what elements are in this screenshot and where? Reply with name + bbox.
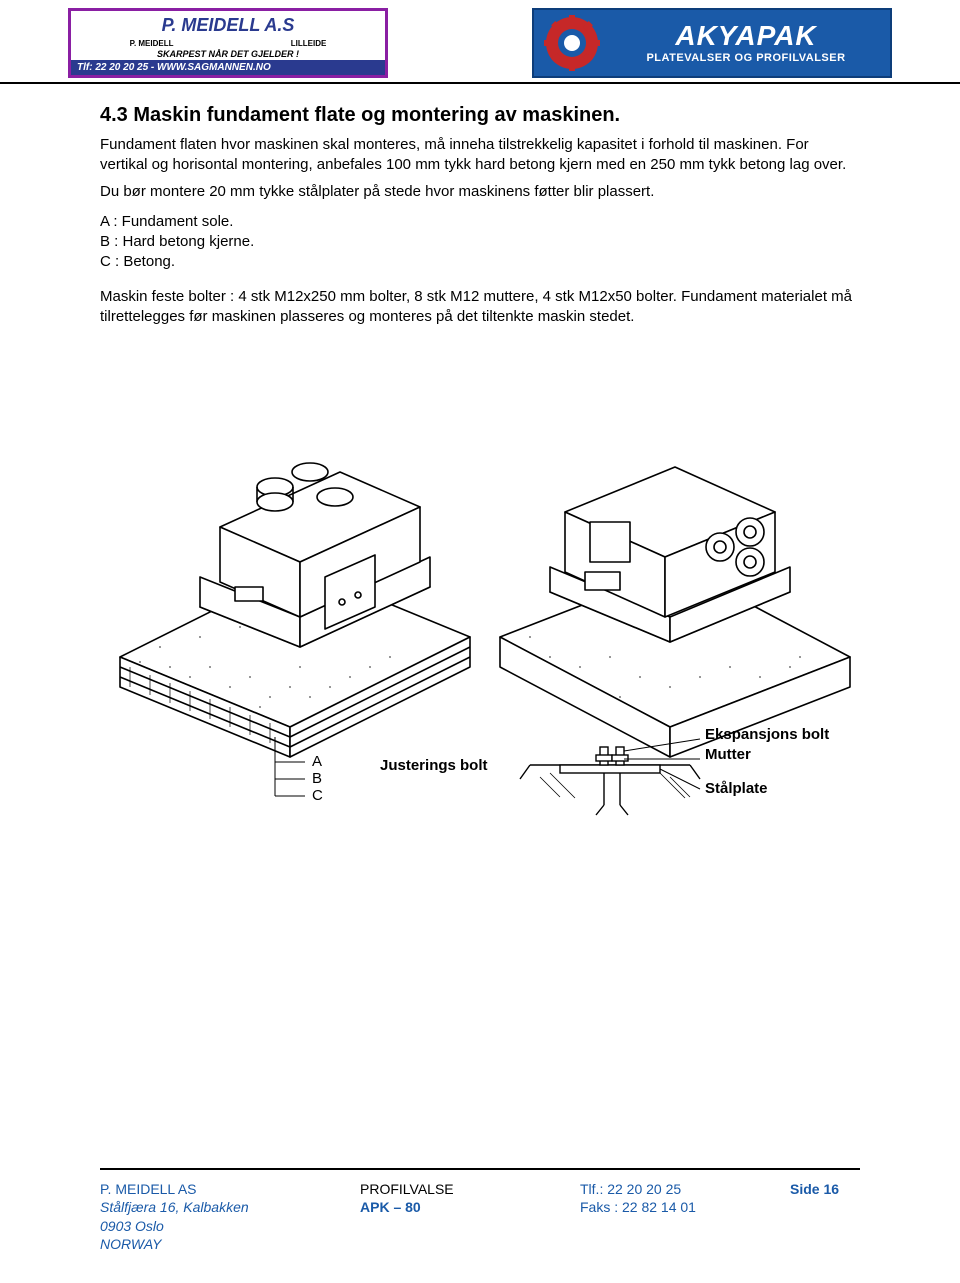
paragraph-2: Du bør montere 20 mm tykke stålplater på…: [100, 182, 860, 202]
footer-row: P. MEIDELL AS Stålfjæra 16, Kalbakken 09…: [100, 1180, 860, 1253]
left-logo-contact: Tlf: 22 20 20 25 - WWW.SAGMANNEN.NO: [71, 60, 385, 75]
diagram-svg: A B C Justerings bolt: [100, 367, 860, 827]
right-brand-logo: AKYAPAK PLATEVALSER OG PROFILVALSER: [532, 8, 892, 78]
right-logo-subtitle: PLATEVALSER OG PROFILVALSER: [612, 52, 880, 64]
left-logo-sub-right: LILLEIDE: [291, 39, 327, 48]
footer-addr1: Stålfjæra 16, Kalbakken: [100, 1198, 320, 1216]
footer-contact: Tlf.: 22 20 20 25 Faks : 22 82 14 01: [580, 1180, 750, 1253]
diagram-label-stalplate: Stålplate: [705, 780, 768, 797]
legend-b: B : Hard betong kjerne.: [100, 232, 860, 252]
diagram-label-justering: Justerings bolt: [380, 757, 488, 774]
left-logo-tagline: SKARPEST NÅR DET GJELDER !: [71, 48, 385, 60]
page-content: 4.3 Maskin fundament flate og montering …: [0, 84, 960, 827]
footer-page: Side 16: [790, 1180, 860, 1253]
footer-tlf: Tlf.: 22 20 20 25: [580, 1180, 750, 1198]
diagram-label-c: C: [312, 787, 323, 804]
gear-icon: [544, 15, 600, 71]
right-logo-text: AKYAPAK PLATEVALSER OG PROFILVALSER: [612, 22, 880, 64]
paragraph-1: Fundament flaten hvor maskinen skal mont…: [100, 135, 860, 176]
diagram-label-a: A: [312, 753, 322, 770]
foundation-diagram: A B C Justerings bolt: [100, 367, 860, 827]
left-logo-title: P. MEIDELL A.S: [71, 11, 385, 39]
diagram-label-mutter: Mutter: [705, 746, 751, 763]
left-logo-subrow: P. MEIDELL LILLEIDE: [71, 39, 385, 48]
legend-c: C : Betong.: [100, 252, 860, 272]
footer-addr3: NORWAY: [100, 1235, 320, 1253]
footer-product: PROFILVALSE APK – 80: [360, 1180, 540, 1253]
footer-address: P. MEIDELL AS Stålfjæra 16, Kalbakken 09…: [100, 1180, 320, 1253]
footer-product-name: PROFILVALSE: [360, 1180, 540, 1198]
section-heading: 4.3 Maskin fundament flate og montering …: [100, 104, 860, 127]
footer-page-num: Side 16: [790, 1180, 860, 1198]
footer-model: APK – 80: [360, 1198, 540, 1216]
footer-company: P. MEIDELL AS: [100, 1180, 320, 1198]
footer-faks: Faks : 22 82 14 01: [580, 1198, 750, 1216]
page-footer: P. MEIDELL AS Stålfjæra 16, Kalbakken 09…: [0, 1168, 960, 1253]
legend-list: A : Fundament sole. B : Hard betong kjer…: [100, 212, 860, 273]
legend-a: A : Fundament sole.: [100, 212, 860, 232]
diagram-label-b: B: [312, 770, 322, 787]
footer-rule: [100, 1168, 860, 1170]
diagram-label-ekspansjon: Ekspansjons bolt: [705, 726, 829, 743]
right-logo-brand: AKYAPAK: [612, 22, 880, 50]
left-company-logo: P. MEIDELL A.S P. MEIDELL LILLEIDE SKARP…: [68, 8, 388, 78]
paragraph-3: Maskin feste bolter : 4 stk M12x250 mm b…: [100, 287, 860, 328]
footer-addr2: 0903 Oslo: [100, 1217, 320, 1235]
page-header: P. MEIDELL A.S P. MEIDELL LILLEIDE SKARP…: [0, 0, 960, 84]
left-logo-sub-left: P. MEIDELL: [130, 39, 174, 48]
